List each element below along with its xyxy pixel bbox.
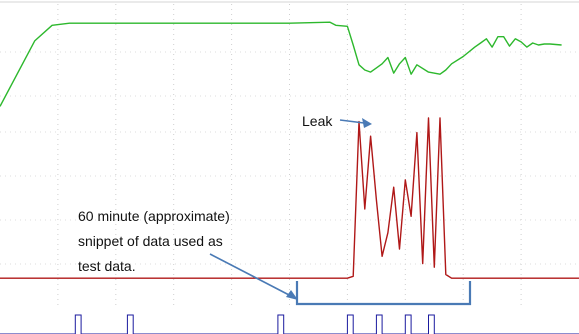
snippet-pointer-head	[286, 290, 298, 300]
grid-lines	[0, 4, 579, 308]
series-layer	[0, 21, 579, 334]
series-red-line	[0, 117, 579, 279]
snippet-line-3: test data.	[78, 258, 136, 274]
leak-arrow-shaft	[339, 119, 365, 124]
snippet-pointer	[209, 253, 292, 297]
series-green-line	[0, 21, 562, 107]
series-blue-line	[0, 314, 579, 334]
leak-arrow-head	[362, 118, 372, 128]
snippet-annotation: 60 minute (approximate) snippet of data …	[78, 208, 472, 306]
leak-label: Leak	[302, 113, 333, 129]
snippet-line-1: 60 minute (approximate)	[78, 208, 230, 224]
leak-annotation: Leak	[302, 113, 372, 129]
snippet-line-2: snippet of data used as	[78, 233, 223, 249]
snippet-bracket	[295, 281, 472, 306]
